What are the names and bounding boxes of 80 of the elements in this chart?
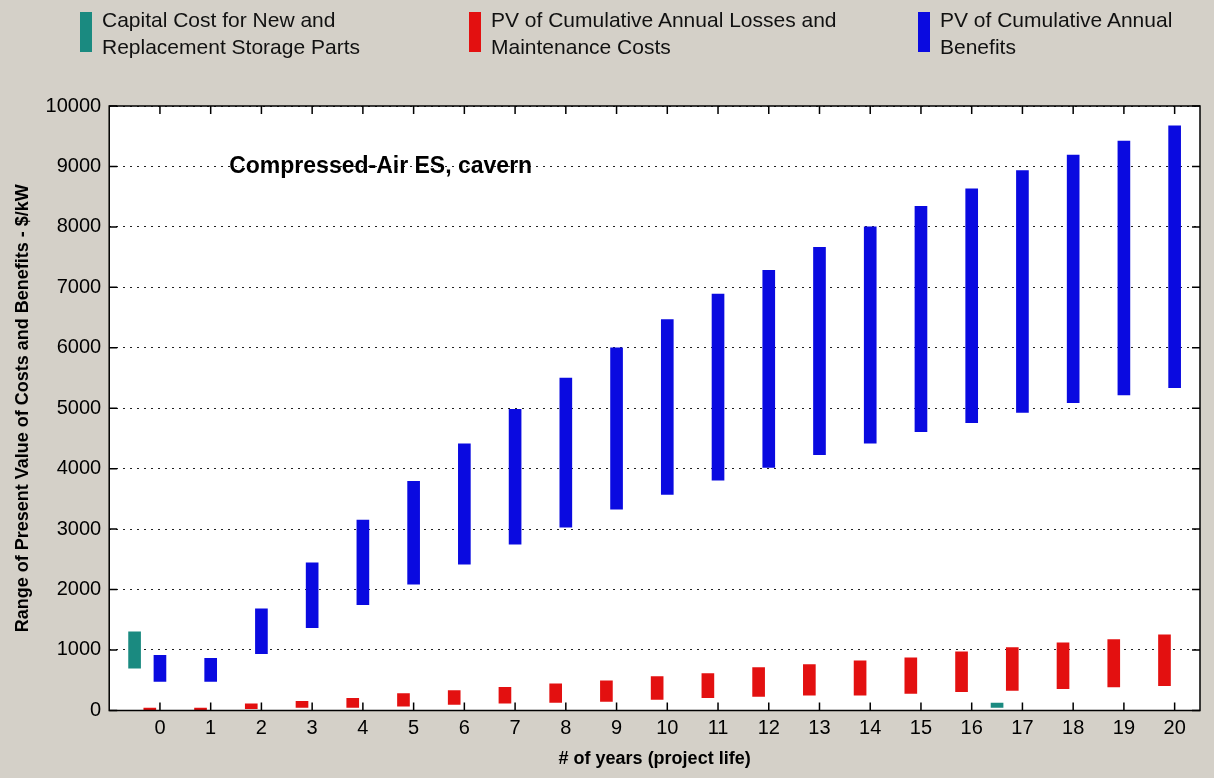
- bar: [508, 409, 522, 545]
- x-tick-label: 4: [357, 715, 369, 738]
- bar: [904, 657, 918, 694]
- y-tick-label: 3000: [56, 516, 102, 539]
- bar: [204, 658, 218, 682]
- x-tick-label: 2: [255, 715, 267, 738]
- legend-label: PV of Cumulative Annual Benefits: [940, 7, 1174, 60]
- bar: [752, 667, 765, 697]
- bar: [559, 377, 573, 528]
- bar: [1117, 140, 1131, 396]
- bar: [244, 703, 258, 709]
- bar: [660, 319, 674, 495]
- bar: [295, 701, 309, 708]
- y-tick-label: 2000: [56, 577, 102, 600]
- y-tick-label: 9000: [56, 153, 102, 176]
- x-tick-label: 13: [808, 715, 831, 738]
- y-tick-label: 5000: [56, 395, 102, 418]
- bar: [701, 673, 715, 699]
- bar: [1168, 125, 1181, 388]
- bar: [305, 562, 319, 628]
- bar: [914, 206, 928, 433]
- y-tick-label: 0: [90, 697, 102, 720]
- x-tick-label: 20: [1163, 715, 1186, 738]
- bar: [1066, 154, 1080, 404]
- bar: [458, 443, 471, 565]
- x-tick-label: 6: [458, 715, 470, 738]
- x-tick-label: 11: [707, 715, 729, 738]
- y-axis-title: Range of Present Value of Costs and Benefits - $/kW: [11, 184, 32, 633]
- bar: [990, 702, 1004, 708]
- bar: [863, 226, 877, 444]
- x-tick-label: 0: [154, 715, 166, 738]
- x-tick-label: 5: [408, 715, 420, 738]
- x-tick-label: 1: [205, 715, 217, 738]
- bar: [955, 651, 968, 692]
- legend-label: PV of Cumulative Annual Losses and Maintenance Costs: [491, 7, 838, 60]
- bar: [1005, 647, 1019, 691]
- x-tick-label: 8: [560, 715, 572, 738]
- bar: [407, 481, 420, 585]
- bar: [650, 676, 664, 700]
- x-tick-label: 10: [656, 715, 679, 738]
- y-tick-label: 6000: [56, 335, 102, 358]
- x-tick-label: 15: [909, 715, 933, 738]
- bar: [356, 519, 370, 605]
- bar: [346, 697, 360, 708]
- legend-label: Capital Cost for New and Replacement Storage Parts: [102, 7, 361, 60]
- y-tick-label: 7000: [56, 274, 102, 297]
- bar: [600, 680, 613, 702]
- bar: [965, 188, 979, 424]
- bar: [813, 247, 826, 456]
- bar: [128, 631, 141, 669]
- bar: [762, 270, 776, 468]
- bar: [803, 664, 816, 696]
- x-tick-label: 12: [757, 715, 780, 738]
- y-tick-label: 10000: [45, 93, 102, 116]
- bar: [1016, 170, 1029, 413]
- bar: [255, 608, 268, 654]
- x-tick-label: 9: [610, 715, 623, 738]
- bar: [711, 293, 725, 481]
- x-tick-label: 18: [1062, 715, 1085, 738]
- bar: [1056, 642, 1070, 689]
- x-tick-label: 17: [1011, 715, 1034, 738]
- bar: [397, 693, 410, 707]
- x-tick-label: 19: [1112, 715, 1136, 738]
- x-tick-label: 3: [306, 715, 318, 738]
- x-tick-label: 7: [509, 715, 521, 738]
- x-tick-label: 14: [859, 715, 882, 738]
- bar: [549, 683, 563, 703]
- bar: [498, 687, 512, 704]
- bar: [153, 655, 167, 682]
- bar: [853, 660, 867, 696]
- x-tick-label: 16: [960, 715, 983, 738]
- text: Compressed-Air ES, cavern: [229, 151, 533, 178]
- y-tick-label: 4000: [56, 456, 102, 479]
- bar: [447, 690, 461, 705]
- bar: [1107, 639, 1121, 688]
- x-axis-title: # of years (project life): [558, 748, 751, 769]
- bar: [1158, 634, 1171, 686]
- y-tick-label: 1000: [56, 637, 102, 660]
- bar: [610, 347, 623, 510]
- y-tick-label: 8000: [56, 214, 102, 237]
